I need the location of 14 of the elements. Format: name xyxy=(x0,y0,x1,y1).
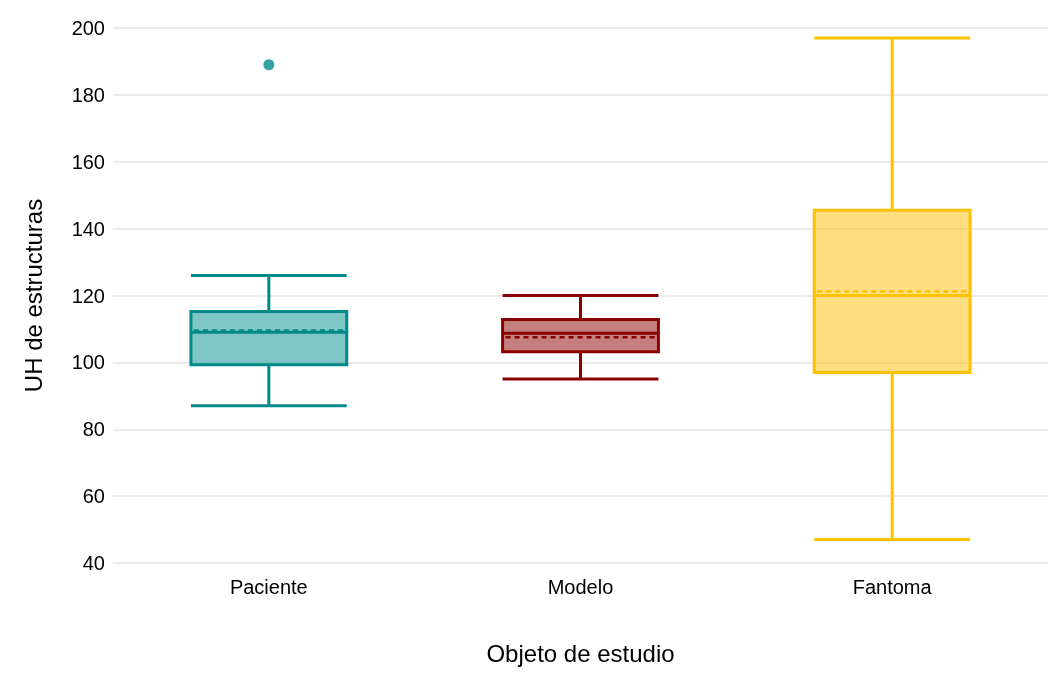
x-axis-title: Objeto de estudio xyxy=(486,639,675,667)
y-tick-label: 40 xyxy=(82,552,105,574)
y-tick-label: 80 xyxy=(82,418,105,441)
y-tick-label: 180 xyxy=(71,83,105,106)
x-tick-label: Fantoma xyxy=(852,576,933,598)
y-tick-label: 200 xyxy=(71,17,105,39)
x-tick-label: Paciente xyxy=(229,576,308,598)
y-tick-label: 120 xyxy=(71,284,105,307)
y-tick-label: 60 xyxy=(82,485,105,508)
y-tick-label: 160 xyxy=(71,150,105,173)
y-tick-label: 140 xyxy=(71,217,105,240)
y-tick-label: 100 xyxy=(71,351,105,374)
y-axis-title: UH de estructuras xyxy=(19,198,47,393)
x-tick-label: Modelo xyxy=(547,576,614,598)
